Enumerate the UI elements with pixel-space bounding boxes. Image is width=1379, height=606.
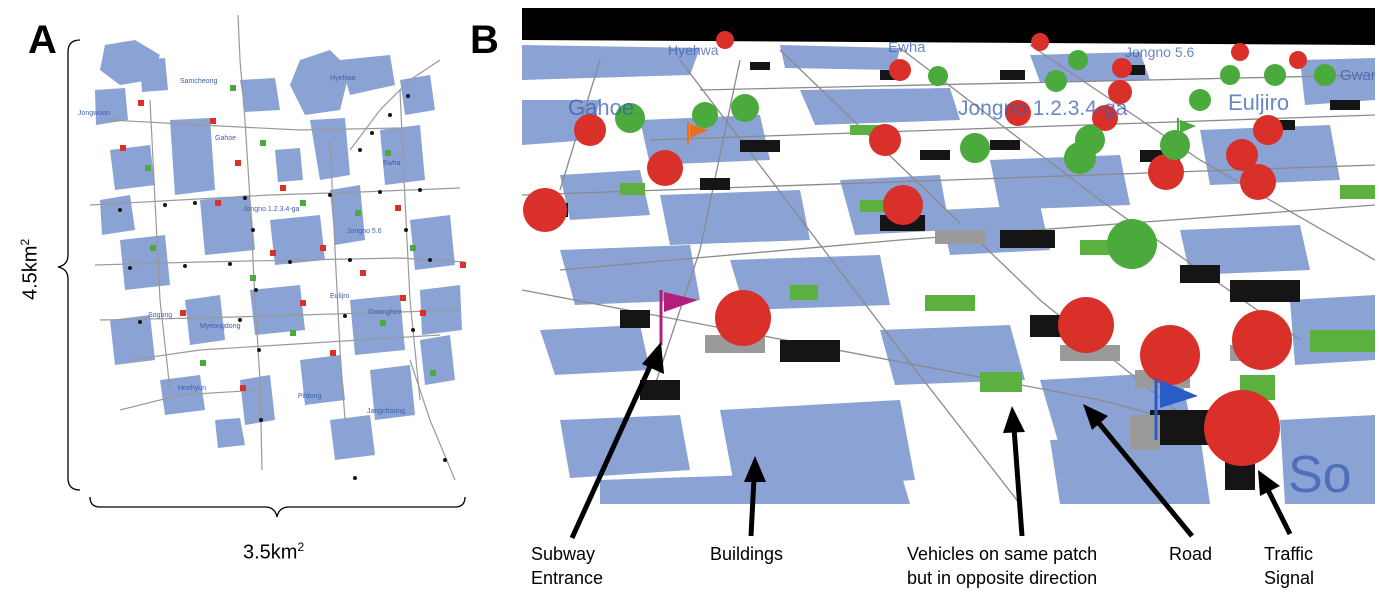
map-label: Gahoe (215, 135, 236, 142)
callout-subway-line2: Entrance (531, 568, 604, 588)
map-buildings (95, 40, 462, 460)
simulation-3d-view: Hyehwa Ewha Jongno 5.6 Gahoe Jongno 1.2.… (522, 8, 1379, 504)
callout-traffic-signal: Traffic Signal (1264, 542, 1314, 590)
callout-signal-line1: Traffic (1264, 544, 1314, 564)
map-label: Pildong (298, 393, 321, 400)
callout-vehicles: Vehicles on same patch but in opposite d… (907, 542, 1097, 590)
map-label: Eulijro (330, 293, 350, 300)
scene-label: Jongno 1.2.3.4-ga (958, 97, 1128, 120)
map-signals-green (145, 85, 436, 376)
callout-subway-line1: Subway (531, 544, 596, 564)
callout-road: Road (1169, 544, 1213, 564)
callout-vehicles-line1: Vehicles on same patch (907, 544, 1098, 564)
map-label: Jangchoong (367, 408, 405, 415)
scene-label: So (1288, 446, 1352, 504)
scene-label: Ewha (888, 39, 926, 56)
panel-a-letter: A (28, 18, 57, 62)
map-label: Sogong (148, 312, 172, 319)
map-label: Samcheong (180, 78, 217, 85)
map-signals-red (120, 100, 466, 391)
map-label: Hyehwa (330, 75, 355, 82)
map-label: Gwanghee (368, 309, 402, 316)
height-bracket (57, 39, 81, 491)
scene-labels: Hyehwa Ewha Jongno 5.6 Gahoe Jongno 1.2.… (568, 39, 1379, 504)
callout-arrows (569, 342, 1293, 540)
blue-flag (1154, 378, 1198, 440)
scene-label: Euljiro (1228, 90, 1289, 115)
callout-buildings: Buildings (710, 544, 784, 564)
map-label: Ewha (383, 160, 401, 167)
scene-label: Hyehwa (668, 42, 719, 58)
panel-b-letter: B (470, 18, 499, 62)
map-labels: Samcheong Hyehwa Jongwoon Gahoe Ewha Jon… (78, 75, 405, 415)
scene-label: Jongno 5.6 (1125, 44, 1194, 60)
width-bracket (89, 496, 466, 518)
vehicles-arrow (1003, 406, 1025, 537)
scene-label: Gahoe (568, 95, 634, 120)
scene-signals-red (523, 31, 1307, 466)
green-flag (1177, 118, 1196, 140)
scene-signals-green (615, 50, 1336, 269)
callout-subway-entrance: Subway Entrance (531, 542, 603, 590)
subway-arrow (569, 342, 664, 540)
signal-arrow (1258, 470, 1293, 536)
map-vehicles (118, 94, 447, 480)
scene-buildings (522, 45, 1375, 504)
width-sup: 2 (297, 540, 305, 554)
scene-sky (522, 8, 1375, 45)
orange-flag (687, 122, 708, 145)
callout-signal-line2: Signal (1264, 568, 1315, 588)
road-arrow (1083, 404, 1194, 538)
map-label: Jongno 1.2.3.4-ga (243, 206, 300, 213)
map-label: Myeongdong (200, 323, 241, 330)
subway-entrance-flag (659, 290, 698, 345)
map-label: Jongwoon (78, 110, 110, 117)
callout-vehicles-line2: but in opposite direction (907, 568, 1098, 588)
buildings-arrow (744, 456, 766, 537)
map-label: Hoehyun (178, 385, 206, 392)
width-value: 3.5km (243, 541, 298, 564)
map-label: Jongno 5.6 (347, 228, 382, 235)
width-dimension-label: 3.5km2 (243, 540, 304, 565)
district-map: Samcheong Hyehwa Jongwoon Gahoe Ewha Jon… (78, 14, 466, 481)
scene-label: Gwang (1340, 67, 1379, 84)
map-roads (89, 14, 466, 481)
